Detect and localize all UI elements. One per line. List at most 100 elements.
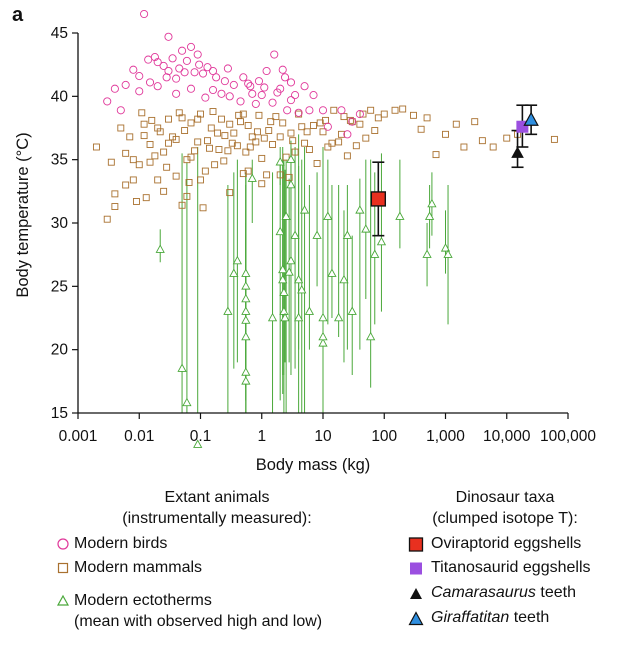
bird-point: [270, 50, 279, 59]
ectotherm-point: [318, 312, 328, 322]
ectotherm-point: [275, 156, 285, 166]
mammal-point: [117, 124, 125, 132]
ectotherm-point: [424, 211, 435, 220]
mammal-point: [356, 120, 364, 128]
mammal-point: [129, 156, 137, 164]
mammal-point: [246, 143, 254, 151]
bird-point: [236, 97, 245, 106]
mammal-point: [165, 139, 172, 147]
mammal-point: [228, 139, 236, 147]
ectotherm-point: [427, 198, 437, 208]
bird-point: [116, 106, 125, 115]
ectotherm-point: [241, 268, 251, 277]
mammal-point: [374, 114, 382, 122]
legend-giraffatitan: Giraffatitan teeth: [405, 608, 635, 629]
mammal-point: [391, 106, 399, 114]
ectotherm-point: [229, 268, 239, 277]
bird-point: [103, 97, 112, 106]
bird-point: [286, 78, 296, 87]
bird-point: [212, 73, 221, 82]
y-axis-title: Body temperature (°C): [14, 132, 32, 297]
x-tick-label: 0.01: [124, 428, 154, 445]
mammal-point: [267, 118, 275, 126]
ectotherm-point: [155, 244, 165, 253]
mammal-point: [181, 127, 189, 134]
mammal-point: [322, 116, 329, 124]
mammal-point: [156, 128, 164, 136]
mammal-point: [371, 127, 379, 134]
ectotherm-point: [370, 249, 380, 258]
bird-point: [153, 58, 162, 67]
mammal-point: [285, 173, 293, 181]
camarasaurus-suffix: teeth: [535, 584, 576, 602]
legend-giraffatitan-label: Giraffatitan teeth: [431, 608, 549, 629]
ectotherm-point: [304, 306, 315, 315]
ectotherm-point: [366, 331, 376, 341]
legend-birds: Modern birds: [52, 534, 382, 555]
mammal-point: [310, 122, 317, 129]
mammal-point: [230, 129, 238, 137]
bird-point: [239, 73, 248, 82]
ectotherm-point: [318, 338, 328, 347]
ectotherm-point: [275, 226, 285, 236]
mammal-point: [380, 110, 388, 118]
legend-birds-label: Modern birds: [74, 534, 168, 552]
mammal-point: [178, 114, 186, 122]
mammal-point: [207, 124, 215, 132]
y-tick-label: 35: [51, 152, 68, 169]
mammal-point: [146, 158, 154, 166]
bird-point: [300, 82, 309, 91]
mammal-point: [187, 153, 195, 161]
mammal-point: [316, 119, 324, 127]
mammal-point: [160, 187, 168, 195]
legend-titanosaurid: Titanosaurid eggshells: [405, 558, 635, 579]
bird-point: [198, 69, 208, 78]
mammal-point: [206, 144, 213, 152]
bird-point: [121, 80, 130, 89]
ectotherm-point: [327, 268, 337, 277]
mammal-point: [187, 119, 195, 127]
bird-point: [343, 130, 352, 139]
bird-point: [208, 66, 218, 76]
mammal-point: [235, 111, 243, 119]
y-tick-label: 20: [51, 342, 69, 359]
mammal-point: [276, 133, 284, 141]
dino-point-giraffatitan-teeth: [523, 111, 539, 126]
bird-point: [150, 53, 159, 62]
filled-triangle-blue-icon: [405, 608, 427, 626]
bird-point: [193, 50, 202, 59]
mammal-point: [183, 192, 191, 200]
bird-point: [135, 87, 144, 96]
open-triangle-icon: [52, 591, 74, 607]
legend-oviraptorid: Oviraptorid eggshells: [405, 534, 635, 555]
ectotherm-point: [286, 255, 296, 265]
mammal-point: [142, 194, 150, 202]
mammal-point: [399, 105, 407, 113]
bird-point: [318, 106, 328, 115]
mammal-point: [346, 116, 354, 124]
dino-point-camarasaurus-teeth: [511, 146, 524, 158]
mammal-point: [185, 179, 193, 186]
mammal-point: [276, 171, 284, 179]
bird-point: [262, 66, 271, 76]
bird-point: [254, 77, 263, 86]
mammal-point: [218, 115, 225, 123]
ectotherm-point: [241, 367, 251, 376]
mammal-point: [410, 111, 417, 119]
legend-dinosaur: Dinosaur taxa (clumped isotope T): Ovira…: [405, 488, 635, 629]
mammal-point: [265, 127, 273, 134]
bird-point: [186, 84, 196, 93]
bird-point: [145, 78, 155, 87]
bird-point: [162, 73, 171, 82]
ectotherm-point: [223, 306, 233, 315]
mammal-point: [194, 138, 202, 146]
ectotherm-point: [284, 267, 294, 276]
bird-point: [182, 56, 191, 65]
ectotherm-point: [347, 306, 357, 315]
mammal-point: [362, 134, 370, 142]
y-tick-label: 45: [51, 25, 68, 42]
mammal-point: [126, 133, 134, 141]
mammal-point: [348, 118, 356, 126]
mammal-point: [209, 108, 217, 115]
bird-point: [260, 83, 269, 92]
